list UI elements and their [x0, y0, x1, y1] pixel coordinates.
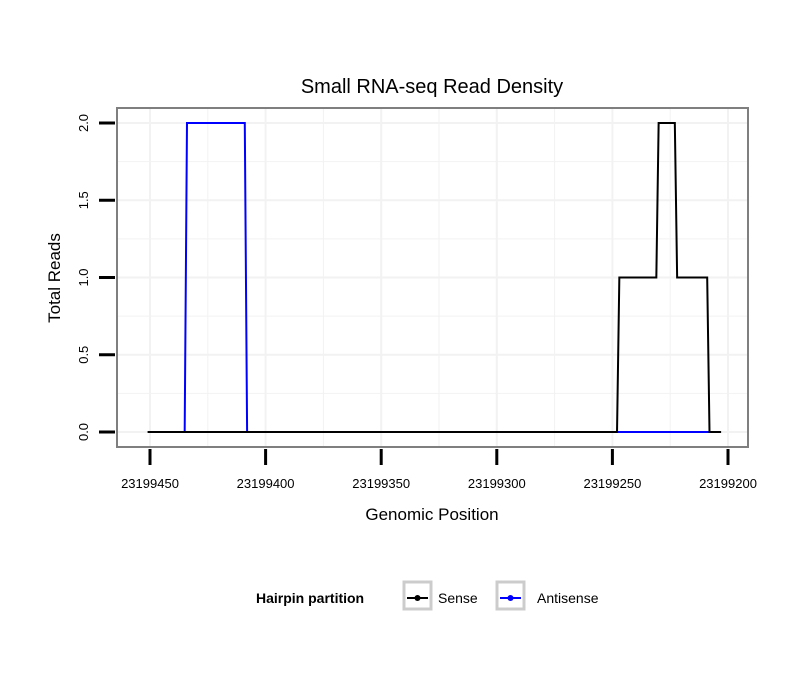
- y-tick-label: 0.0: [76, 423, 91, 441]
- legend-key-sense: [402, 580, 433, 611]
- y-tick-label: 2.0: [76, 114, 91, 132]
- panel-border: [116, 107, 749, 448]
- legend-label-sense: Sense: [438, 590, 478, 606]
- x-tick-label: 23199300: [468, 476, 526, 491]
- legend-label-antisense: Antisense: [537, 590, 599, 606]
- legend-point-sense: [414, 595, 421, 601]
- x-axis-label: Genomic Position: [365, 505, 498, 524]
- x-tick-label: 23199400: [237, 476, 295, 491]
- x-tick-label: 23199450: [121, 476, 179, 491]
- legend: Hairpin partition Sense Antisense: [256, 580, 599, 611]
- y-tick-label: 0.5: [76, 346, 91, 364]
- legend-title: Hairpin partition: [256, 590, 364, 606]
- series-line-antisense: [147, 122, 722, 433]
- y-tick-label: 1.5: [76, 191, 91, 209]
- x-tick-label: 23199200: [699, 476, 757, 491]
- x-tick-label: 23199250: [583, 476, 641, 491]
- legend-point-antisense: [507, 595, 514, 601]
- y-tick-label: 1.0: [76, 268, 91, 286]
- y-axis-label: Total Reads: [45, 233, 64, 323]
- series-lines: [147, 122, 722, 433]
- grid: [117, 108, 748, 447]
- x-tick-label: 23199350: [352, 476, 410, 491]
- y-axis: 0.0 0.5 1.0 1.5 2.0: [76, 114, 115, 441]
- chart-title: Small RNA-seq Read Density: [301, 76, 563, 98]
- x-axis: 23199450 23199400 23199350 23199300 23199250…: [121, 449, 757, 491]
- series-line-sense: [147, 122, 722, 433]
